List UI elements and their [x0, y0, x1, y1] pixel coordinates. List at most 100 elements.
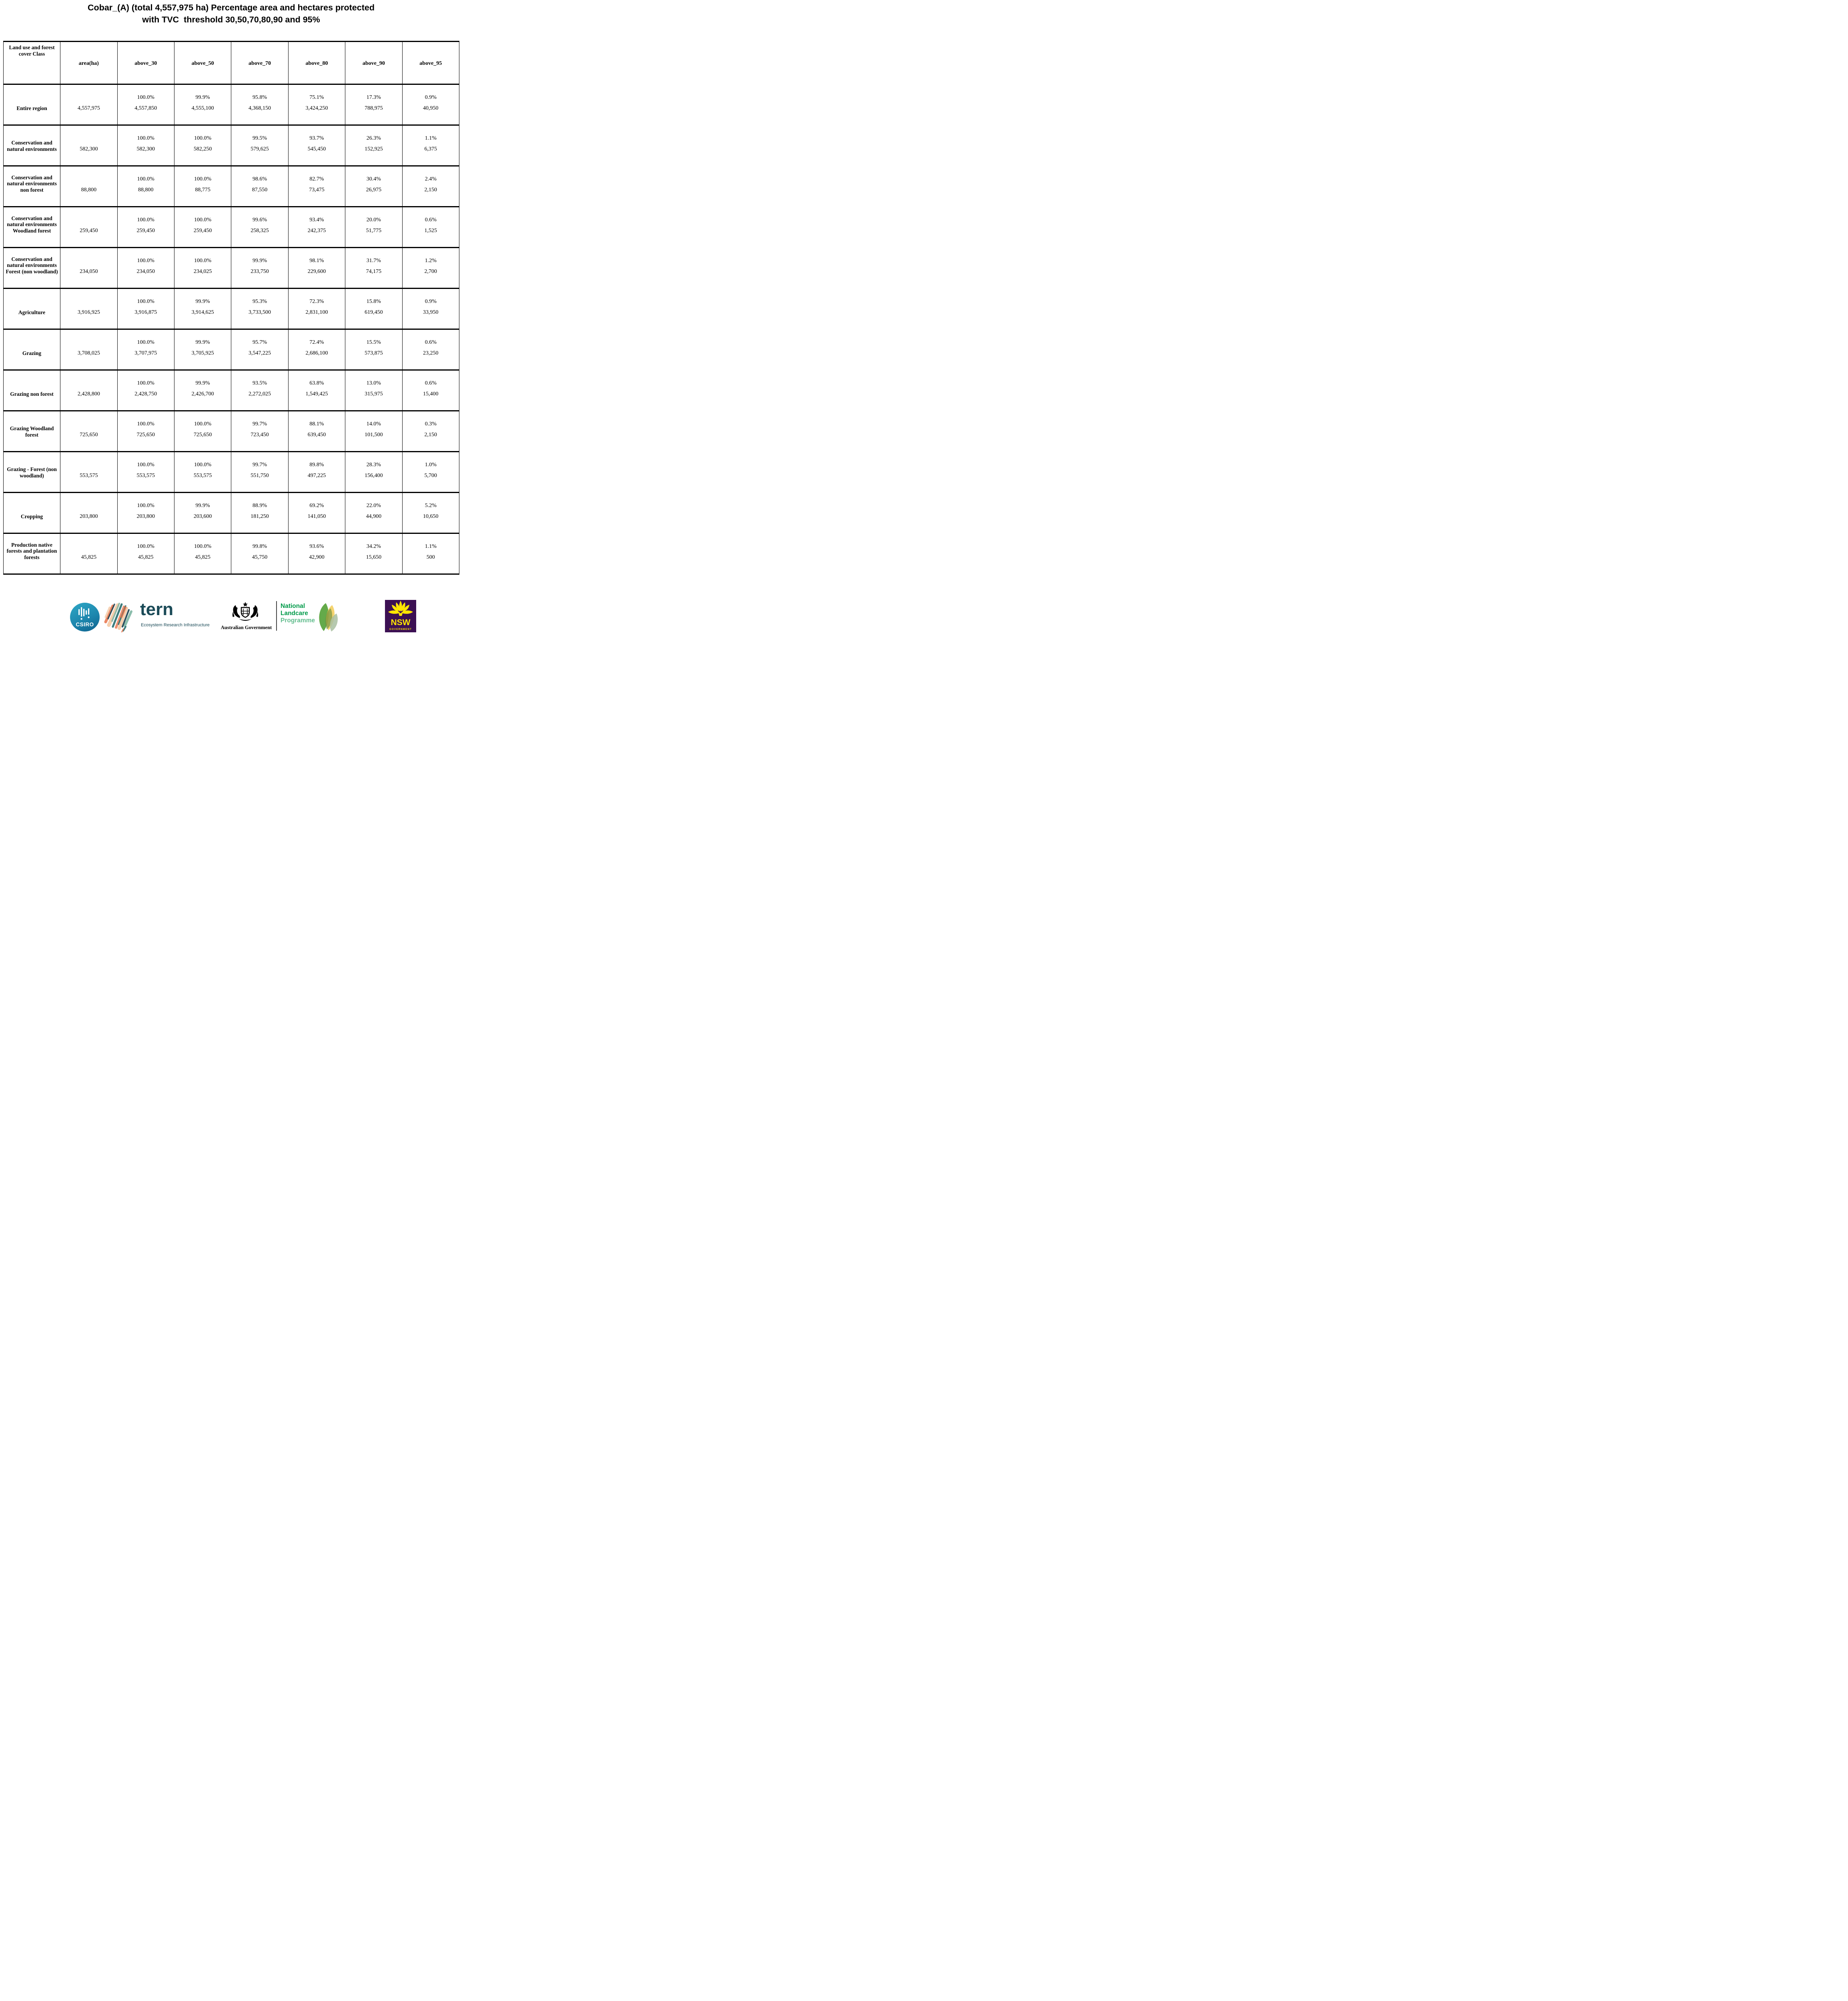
table-row: Grazing 3,708,025 100.0% 3,707,975 99.9% 3,70…	[4, 329, 459, 369]
hectares-value: 2,428,750	[134, 391, 157, 397]
area-value: 4,557,975	[77, 105, 100, 111]
header-cell-above-70: above_70	[231, 42, 288, 84]
row-class-cell: Grazing - Forest (non woodland)	[4, 452, 60, 492]
hectares-value: 639,450	[307, 432, 326, 438]
row-class-label: Agriculture	[18, 309, 46, 315]
percent-value: 1.0%	[425, 462, 437, 468]
percent-value: 95.7%	[252, 339, 267, 345]
threshold-cell: 99.8% 45,750	[231, 534, 288, 573]
row-class-cell: Entire region	[4, 85, 60, 124]
percent-value: 26.3%	[366, 135, 381, 141]
hectares-value: 582,300	[136, 146, 155, 152]
hectares-value: 203,800	[136, 513, 155, 519]
area-cell: 88,800	[60, 166, 117, 206]
threshold-cell: 0.3% 2,150	[402, 411, 459, 451]
row-class-cell: Grazing Woodland forest	[4, 411, 60, 451]
threshold-cell: 95.7% 3,547,225	[231, 330, 288, 369]
hectares-value: 181,250	[251, 513, 269, 519]
row-class-label: Cropping	[20, 513, 43, 519]
percent-value: 1.2%	[425, 258, 437, 264]
hectares-value: 2,150	[424, 432, 437, 438]
area-cell: 3,708,025	[60, 330, 117, 369]
row-class-cell: Agriculture	[4, 289, 60, 329]
threshold-cell: 26.3% 152,925	[345, 126, 402, 165]
threshold-cell: 63.8% 1,549,425	[288, 371, 345, 410]
page-title-line2: with TVC threshold 30,50,70,80,90 and 95…	[142, 15, 320, 24]
threshold-cell: 100.0% 2,428,750	[117, 371, 174, 410]
percent-value: 99.9%	[195, 339, 210, 345]
percent-value: 95.8%	[252, 94, 267, 100]
percent-value: 0.9%	[425, 94, 437, 100]
hectares-value: 1,525	[424, 228, 437, 234]
percent-value: 99.8%	[252, 543, 267, 549]
threshold-cell: 99.9% 3,705,925	[174, 330, 231, 369]
percent-value: 89.8%	[309, 462, 324, 468]
threshold-cell: 14.0% 101,500	[345, 411, 402, 451]
threshold-cell: 93.7% 545,450	[288, 126, 345, 165]
threshold-cell: 30.4% 26,975	[345, 166, 402, 206]
header-label-above-70: above_70	[249, 60, 271, 66]
hectares-value: 152,925	[365, 146, 383, 152]
threshold-cell: 13.0% 315,975	[345, 371, 402, 410]
percent-value: 0.6%	[425, 339, 437, 345]
hectares-value: 2,686,100	[305, 350, 328, 356]
area-cell: 203,800	[60, 493, 117, 533]
data-table: Land use and forest cover Class area(ha)…	[3, 41, 459, 575]
area-cell: 582,300	[60, 126, 117, 165]
hectares-value: 725,650	[193, 432, 212, 438]
threshold-cell: 100.0% 725,650	[117, 411, 174, 451]
row-class-label: Grazing non forest	[10, 391, 54, 397]
table-row: Cropping 203,800 100.0% 203,800 99.9% 203,600…	[4, 492, 459, 533]
header-label-above-50: above_50	[191, 60, 214, 66]
hectares-value: 10,650	[423, 513, 439, 519]
threshold-cell: 99.7% 551,750	[231, 452, 288, 492]
percent-value: 98.1%	[309, 258, 324, 264]
threshold-cell: 82.7% 73,475	[288, 166, 345, 206]
area-cell: 3,916,925	[60, 289, 117, 329]
hectares-value: 88,775	[195, 187, 210, 193]
page-title: Cobar_(A) (total 4,557,975 ha) Percentag…	[0, 2, 462, 26]
percent-value: 30.4%	[366, 176, 381, 182]
threshold-cell: 72.3% 2,831,100	[288, 289, 345, 329]
csiro-label: CSIRO	[76, 622, 94, 628]
percent-value: 0.6%	[425, 380, 437, 386]
threshold-cell: 17.3% 788,975	[345, 85, 402, 124]
threshold-cell: 2.4% 2,150	[402, 166, 459, 206]
hectares-value: 5,700	[424, 473, 437, 479]
percent-value: 28.3%	[366, 462, 381, 468]
threshold-cell: 75.1% 3,424,250	[288, 85, 345, 124]
threshold-cell: 99.9% 2,426,700	[174, 371, 231, 410]
percent-value: 17.3%	[366, 94, 381, 100]
percent-value: 72.4%	[309, 339, 324, 345]
area-value: 725,650	[80, 432, 98, 438]
percent-value: 99.7%	[252, 421, 267, 427]
threshold-cell: 1.0% 5,700	[402, 452, 459, 492]
hectares-value: 73,475	[309, 187, 325, 193]
page-title-line1: Cobar_(A) (total 4,557,975 ha) Percentag…	[88, 3, 375, 12]
hectares-value: 315,975	[365, 391, 383, 397]
landcare-line1: National	[281, 603, 305, 610]
percent-value: 100.0%	[137, 503, 154, 509]
row-class-label: Conservation and natural environments no…	[7, 174, 57, 193]
area-value: 259,450	[80, 228, 98, 234]
header-label-area: area(ha)	[78, 60, 99, 66]
percent-value: 0.9%	[425, 299, 437, 305]
hectares-value: 259,450	[136, 228, 155, 234]
threshold-cell: 100.0% 3,707,975	[117, 330, 174, 369]
threshold-cell: 100.0% 4,557,850	[117, 85, 174, 124]
percent-value: 100.0%	[194, 462, 212, 468]
hectares-value: 2,272,025	[249, 391, 271, 397]
percent-value: 93.6%	[309, 543, 324, 549]
table-row: Conservation and natural environments Fo…	[4, 247, 459, 288]
threshold-cell: 99.7% 723,450	[231, 411, 288, 451]
percent-value: 0.6%	[425, 217, 437, 223]
percent-value: 99.5%	[252, 135, 267, 141]
hectares-value: 3,705,925	[191, 350, 214, 356]
hectares-value: 553,575	[136, 473, 155, 479]
hectares-value: 88,800	[138, 187, 154, 193]
threshold-cell: 100.0% 45,825	[117, 534, 174, 573]
percent-value: 99.9%	[195, 503, 210, 509]
hectares-value: 6,375	[424, 146, 437, 152]
nsw-government-logo: NSW GOVERNMENT	[385, 600, 416, 632]
area-value: 203,800	[80, 513, 98, 519]
